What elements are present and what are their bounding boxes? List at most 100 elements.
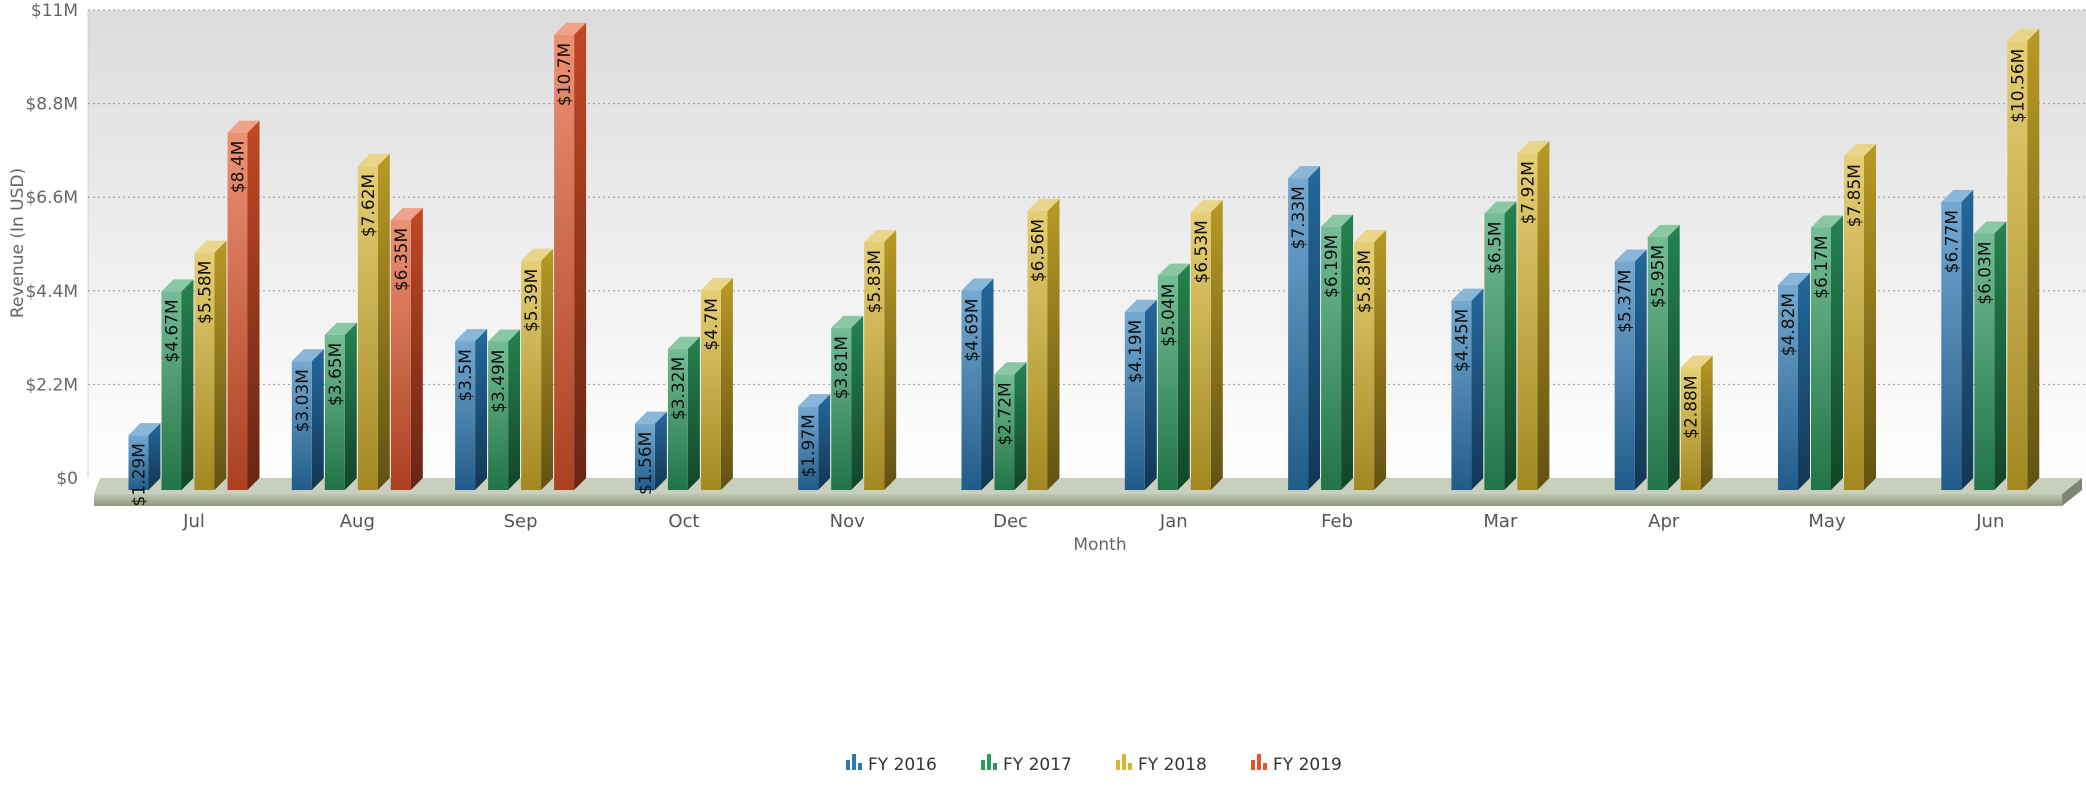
bar-top <box>1614 249 1647 262</box>
bar-front <box>455 341 476 490</box>
bar-front <box>1517 153 1538 491</box>
bar-top <box>1680 355 1713 368</box>
bar: $7.92M <box>1517 141 1550 491</box>
bar: $3.32M <box>667 336 700 490</box>
bar-front <box>1288 178 1309 490</box>
x-tick-label: Jun <box>1975 511 2004 532</box>
data-label: $5.04M <box>1159 284 1179 347</box>
x-tick-label: Mar <box>1483 511 1518 532</box>
bar-front <box>1190 212 1211 491</box>
bar-front <box>1680 367 1701 490</box>
data-label: $3.03M <box>293 369 313 432</box>
bar-side <box>654 411 667 490</box>
legend-icon-bar <box>1257 754 1261 770</box>
bar-side <box>981 278 994 490</box>
legend-icon-bar <box>852 754 856 770</box>
data-label: $7.33M <box>1289 186 1309 249</box>
legend-item: FY 2018 <box>1116 754 1207 775</box>
bar-front <box>1647 236 1668 490</box>
y-tick-label: $11M <box>31 1 78 21</box>
x-tick-label: Apr <box>1648 511 1680 532</box>
bar-side <box>1634 249 1647 490</box>
bar-top <box>1811 215 1843 228</box>
bar: $5.95M <box>1647 224 1680 490</box>
bar-top <box>1941 189 1974 202</box>
legend-label: FY 2016 <box>868 755 937 775</box>
data-label: $5.58M <box>196 261 216 324</box>
bar-top <box>161 279 194 292</box>
bar-top <box>700 278 733 291</box>
bar: $6.77M <box>1941 189 1974 490</box>
data-label: $6.56M <box>1029 219 1049 282</box>
y-axis-title: Revenue (In USD) <box>8 168 28 318</box>
data-label: $4.69M <box>963 298 983 361</box>
data-label: $1.29M <box>130 443 150 506</box>
legend-label: FY 2018 <box>1138 755 1207 775</box>
bar-front <box>1157 275 1178 490</box>
bar-top <box>2007 28 2040 41</box>
bar-side <box>1831 215 1843 490</box>
bar: $5.04M <box>1157 263 1190 490</box>
bar: $2.88M <box>1680 355 1713 490</box>
data-label: $10.7M <box>555 43 575 106</box>
y-tick-label: $8.8M <box>25 95 78 115</box>
legend-icon-bar <box>1263 763 1267 770</box>
bar: $3.49M <box>488 329 521 490</box>
data-label: $2.88M <box>1682 375 1702 438</box>
data-label: $4.19M <box>1126 320 1146 383</box>
x-tick-label: Jul <box>182 511 205 532</box>
bar-top <box>1321 214 1354 227</box>
bar: $5.39M <box>521 248 554 490</box>
legend-label: FY 2019 <box>1273 755 1342 775</box>
bar: $6.17M <box>1811 215 1843 490</box>
data-label: $4.82M <box>1779 293 1799 356</box>
bar-front <box>324 334 345 490</box>
data-label: $6.77M <box>1942 210 1962 273</box>
data-label: $7.62M <box>359 174 379 237</box>
bar: $2.72M <box>994 362 1027 490</box>
bar-front <box>798 406 819 490</box>
data-label: $6.17M <box>1812 235 1832 298</box>
bar-top <box>667 336 700 349</box>
data-label: $5.39M <box>522 269 542 332</box>
bar-top <box>390 207 423 220</box>
bar-front <box>390 219 411 490</box>
bar: $6.5M <box>1484 201 1517 491</box>
bar-side <box>1864 144 1876 490</box>
bar-top <box>488 329 521 342</box>
data-label: $5.95M <box>1649 245 1669 308</box>
bar: $5.83M <box>1354 229 1387 490</box>
bar-front <box>357 165 378 490</box>
bar-side <box>720 278 733 490</box>
bar: $6.03M <box>1974 221 2007 490</box>
y-tick-label: $0 <box>56 469 78 489</box>
bar-front <box>1974 233 1995 490</box>
data-label: $3.49M <box>489 350 509 413</box>
bar: $4.45M <box>1451 288 1484 490</box>
bar-front <box>1811 227 1831 490</box>
data-label: $6.5M <box>1485 221 1505 274</box>
legend: FY 2016 FY 2017 FY 2018 FY 2019 <box>846 754 1342 775</box>
bar: $4.67M <box>161 279 194 490</box>
bar-side <box>574 22 587 490</box>
bar-top <box>291 349 324 362</box>
bar-side <box>344 322 357 490</box>
bar-top <box>324 322 357 335</box>
bar-side <box>410 207 423 490</box>
bar-top <box>1778 272 1810 285</box>
bar-top <box>1190 200 1223 213</box>
bar-top <box>1647 224 1680 237</box>
data-label: $4.45M <box>1452 309 1472 372</box>
bar-side <box>1700 355 1713 490</box>
bar-top <box>554 22 587 35</box>
bar-side <box>1144 299 1157 490</box>
bar-side <box>1798 272 1810 490</box>
data-label: $7.92M <box>1518 161 1538 224</box>
bar: $4.82M <box>1778 272 1810 490</box>
bar-top <box>961 278 994 291</box>
data-label: $3.65M <box>326 343 346 406</box>
bar: $6.35M <box>390 207 423 490</box>
bar: $8.4M <box>227 120 260 491</box>
bar-front <box>700 290 721 490</box>
